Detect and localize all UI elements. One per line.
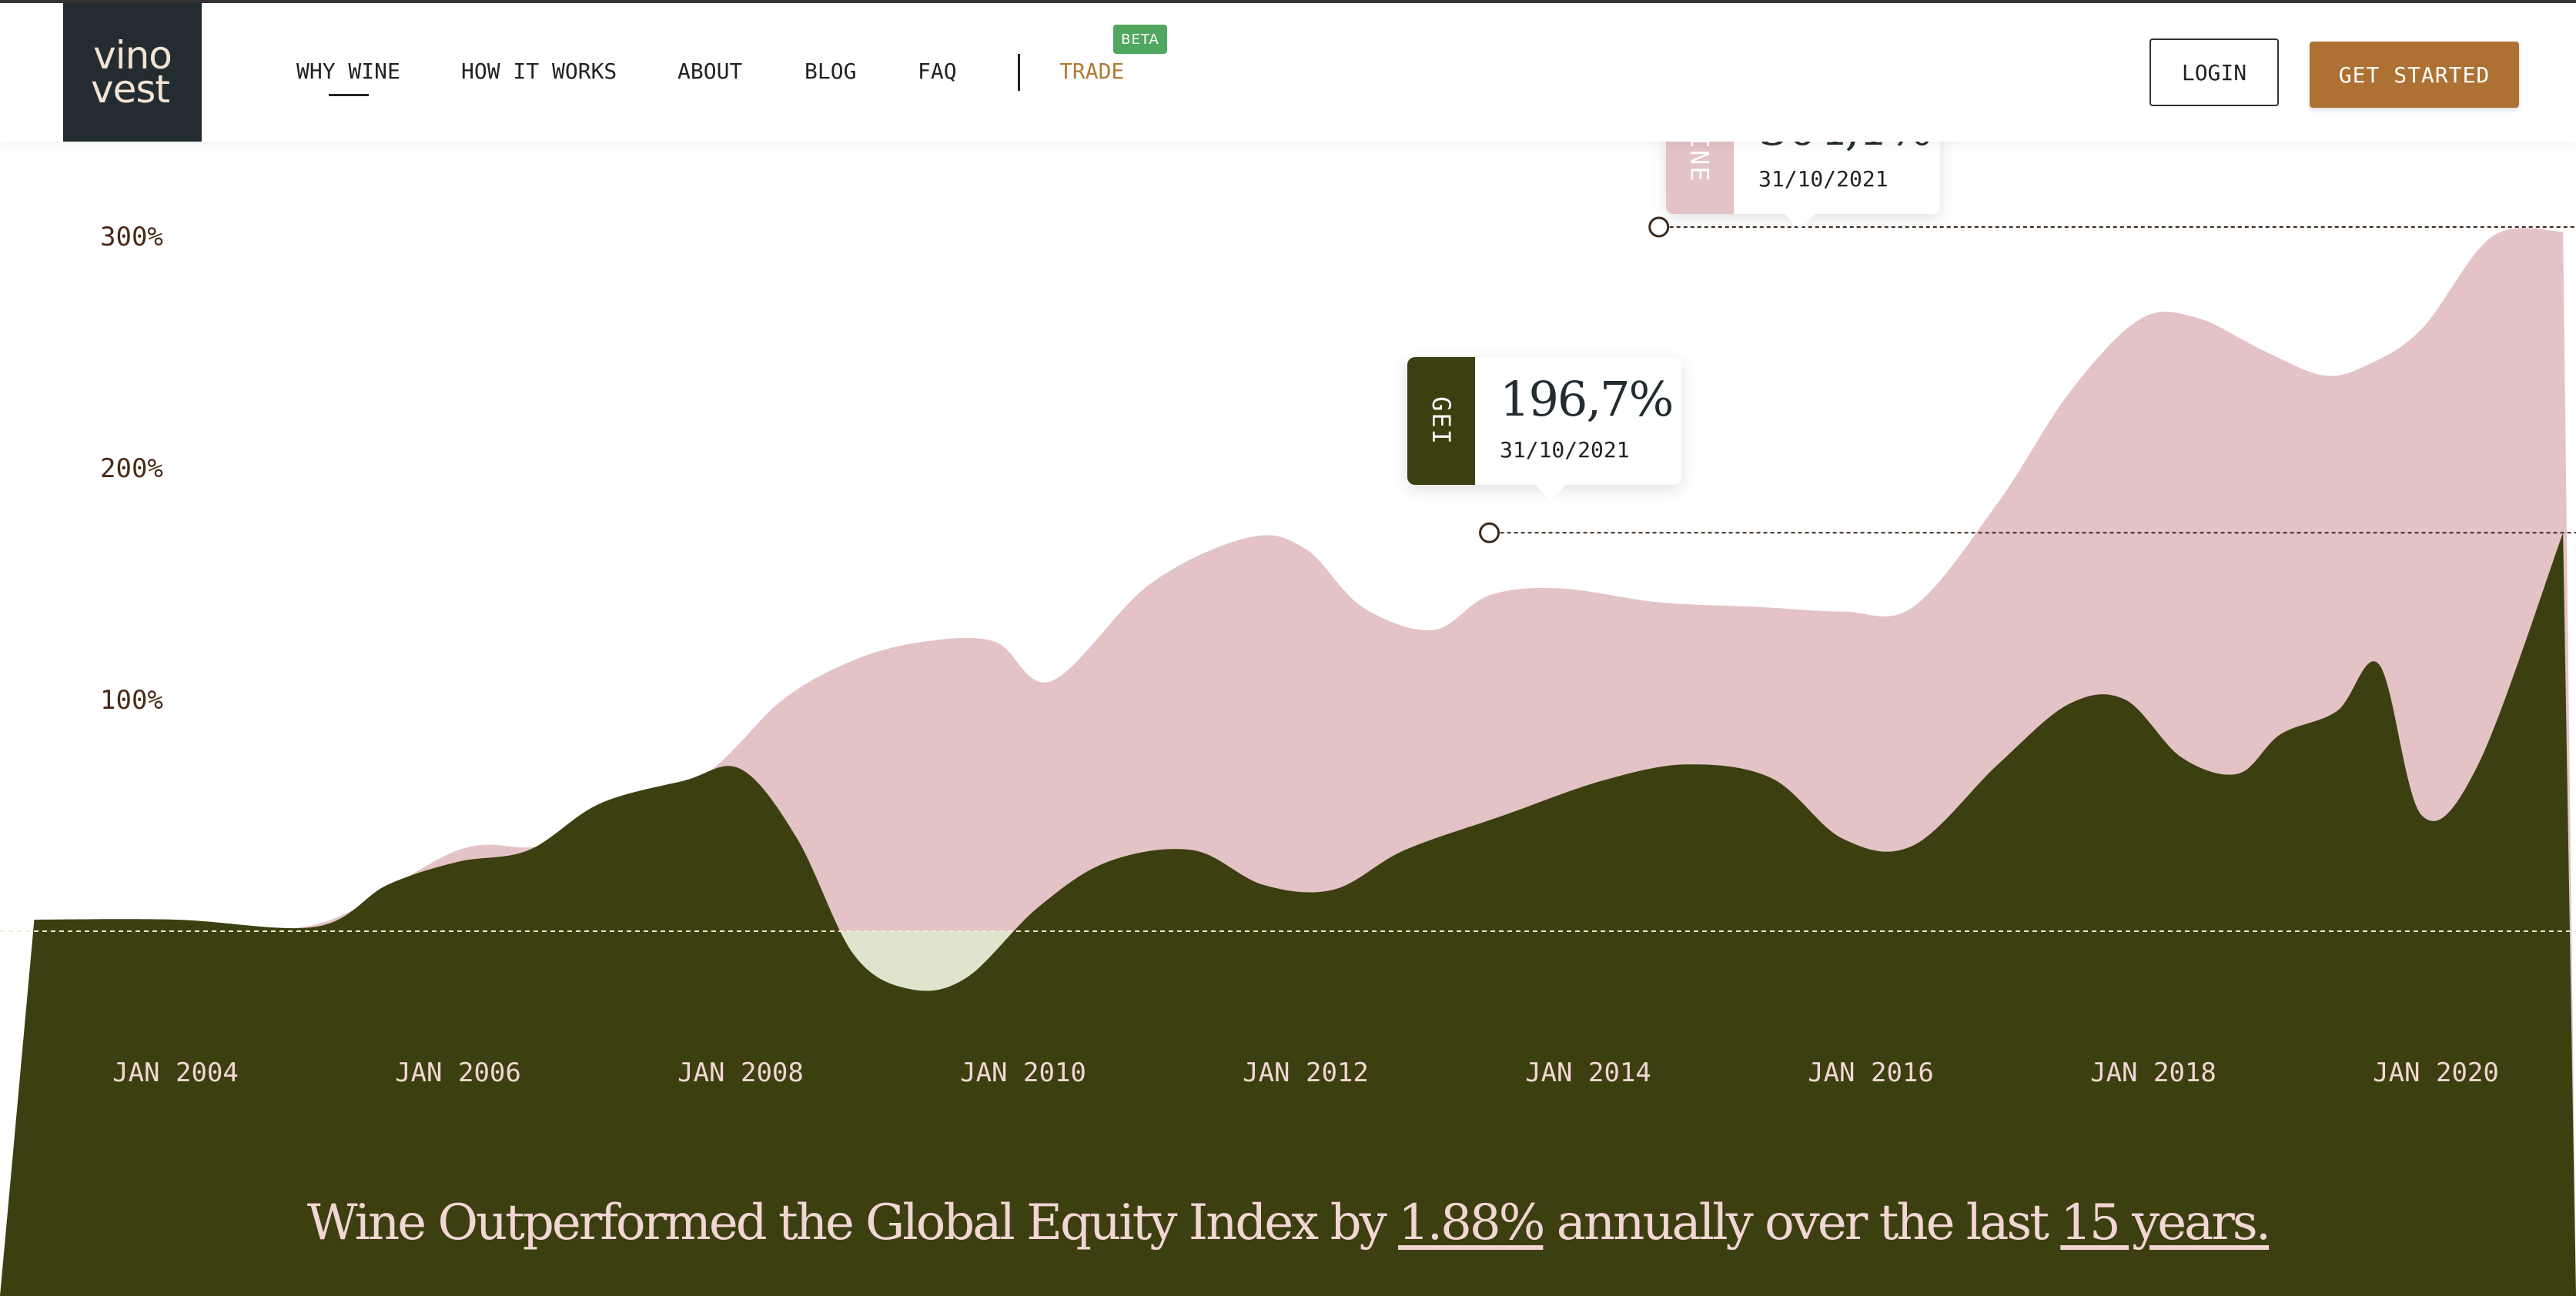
logo-line-1: vino: [93, 33, 172, 78]
tooltip-gei-tab: GEI: [1407, 357, 1475, 485]
y-tick-label: 200%: [100, 453, 163, 484]
nav-active-underline: [329, 94, 369, 96]
nav-how-it-works[interactable]: HOW IT WORKS: [461, 58, 617, 84]
vinovest-logo[interactable]: vino vest: [63, 3, 202, 142]
beta-badge: BETA: [1113, 25, 1167, 54]
x-tick-label: JAN 2014: [1525, 1057, 1651, 1088]
tooltip-gei-series: GEI: [1426, 396, 1456, 446]
nav-blog[interactable]: BLOG: [805, 58, 857, 84]
tooltip-wine-date: 31/10/2021: [1758, 166, 1889, 192]
nav-trade[interactable]: TRADE: [1059, 58, 1125, 84]
nav-why-wine[interactable]: WHY WINE: [296, 58, 400, 84]
y-tick-label: 300%: [100, 222, 163, 252]
headline-rate-link[interactable]: 1.88%: [1398, 1194, 1545, 1251]
x-tick-label: JAN 2008: [677, 1057, 804, 1088]
headline-prefix: Wine Outperformed the Global Equity Inde…: [306, 1194, 1399, 1251]
x-tick-label: JAN 2016: [1808, 1057, 1934, 1088]
tooltip-gei-value: 196,7%: [1500, 371, 1674, 427]
x-tick-label: JAN 2012: [1243, 1057, 1369, 1088]
x-tick-label: JAN 2006: [395, 1057, 521, 1088]
gei-area: [0, 533, 2576, 1296]
x-tick-label: JAN 2004: [112, 1057, 239, 1088]
nav-about[interactable]: ABOUT: [677, 58, 743, 84]
tooltip-gei: GEI 196,7% 31/10/2021: [1407, 357, 1681, 500]
nav-divider: [1018, 54, 1020, 91]
annotation-marker-gei: [1479, 522, 1500, 543]
headline-middle: annually over the last: [1543, 1194, 2061, 1251]
x-tick-label: JAN 2020: [2373, 1057, 2499, 1088]
get-started-button[interactable]: GET STARTED: [2310, 42, 2519, 108]
headline-period-link[interactable]: 15 years.: [2060, 1194, 2271, 1251]
y-tick-label: 100%: [100, 685, 163, 716]
login-button[interactable]: LOGIN: [2149, 38, 2279, 106]
annotation-marker-wine: [1648, 216, 1670, 238]
top-border: [0, 0, 2576, 3]
tooltip-gei-date: 31/10/2021: [1500, 437, 1630, 463]
logo-line-2: vest: [90, 67, 170, 112]
nav-faq[interactable]: FAQ: [918, 58, 957, 84]
x-tick-label: JAN 2018: [2090, 1057, 2216, 1088]
x-tick-label: JAN 2010: [960, 1057, 1086, 1088]
performance-headline: Wine Outperformed the Global Equity Inde…: [0, 1194, 2576, 1251]
site-header: vino vest WHY WINE HOW IT WORKS ABOUT BL…: [0, 3, 2576, 142]
